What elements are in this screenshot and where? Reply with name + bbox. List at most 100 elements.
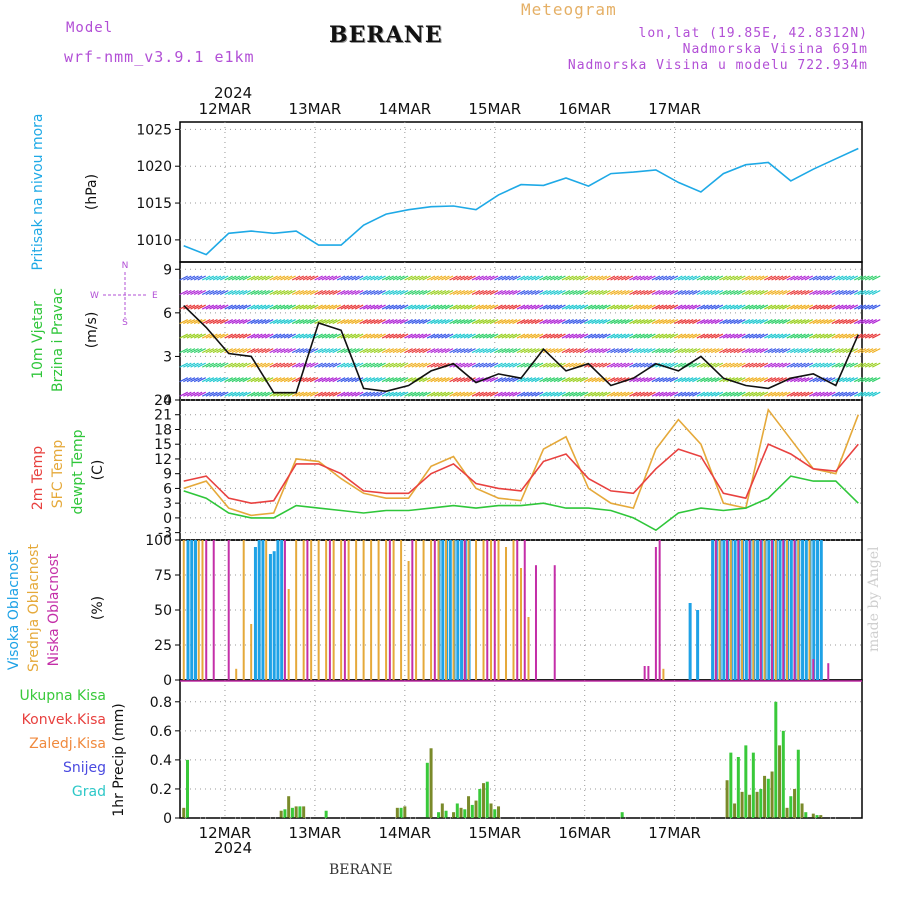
wind-barb: [283, 377, 293, 383]
wind-barb: [594, 333, 604, 339]
wind-barb: [550, 377, 559, 383]
wind-barb: [726, 333, 735, 339]
wind-barb: [700, 391, 709, 397]
wind-barb: [643, 391, 653, 397]
cloud-bar-1: [310, 540, 313, 680]
wind-barb: [280, 377, 289, 383]
wind-barb: [366, 333, 376, 339]
wind-barb: [629, 319, 638, 325]
wind-barb: [422, 377, 431, 383]
wind-barb: [276, 304, 286, 310]
precip-bar: [740, 791, 744, 818]
wind-barb: [527, 333, 537, 339]
cloud-bar-2: [726, 540, 729, 680]
wind-barb: [254, 304, 263, 310]
wind-barb: [531, 362, 540, 368]
wind-barb: [224, 304, 233, 310]
wind-barb: [636, 362, 645, 368]
wind-barb: [389, 362, 398, 368]
wind-barb: [748, 391, 758, 397]
wind-barb: [193, 377, 203, 383]
wind-barb: [283, 348, 293, 354]
wind-barb: [280, 289, 289, 296]
wind-barb: [647, 362, 656, 368]
wind-barb: [186, 289, 196, 296]
wind-barb: [430, 289, 439, 296]
wind-barb: [482, 377, 492, 383]
precip-bar: [796, 749, 800, 818]
wind-barb: [377, 391, 386, 397]
cloud-bar-0: [253, 547, 257, 680]
wind-barb: [422, 391, 431, 397]
wind-barb: [494, 333, 503, 339]
cloud-bar-0: [819, 540, 823, 680]
wind-barb: [831, 333, 841, 339]
wind-barb: [546, 391, 555, 397]
wind-barb: [362, 333, 372, 339]
wind-barb: [823, 377, 832, 383]
wind-barb: [845, 377, 855, 383]
wind-barb: [389, 377, 398, 383]
wind-barb: [793, 319, 803, 325]
wind-barb: [579, 275, 589, 281]
wind-barb: [849, 319, 859, 325]
wind-barb: [475, 391, 484, 397]
wind-barb: [767, 289, 777, 296]
wind-barb: [497, 275, 507, 281]
wind-barb: [254, 362, 263, 368]
wind-barb: [700, 348, 709, 354]
precip-bar: [781, 730, 785, 818]
wind-barb: [602, 348, 611, 354]
wind-barb: [531, 348, 540, 354]
wind-barb: [482, 319, 492, 325]
wind-barb: [745, 289, 754, 296]
wind-barb: [542, 348, 552, 354]
wind-barb: [643, 289, 653, 296]
wind-barb: [306, 333, 315, 339]
wind-barb: [719, 319, 728, 325]
wind-barb: [658, 362, 668, 368]
wind-barb: [719, 348, 728, 354]
wind-barb: [688, 319, 698, 325]
wind-barb: [497, 377, 507, 383]
wind-barb: [759, 333, 769, 339]
wind-barb: [254, 289, 263, 296]
wind-barb: [520, 304, 529, 310]
wind-barb: [228, 319, 237, 325]
wind-barb: [351, 362, 360, 368]
wind-barb: [389, 348, 398, 354]
wind-barb: [752, 319, 761, 325]
wind-barb: [737, 289, 746, 296]
wind-barb: [340, 333, 350, 339]
wind-barb: [786, 391, 796, 397]
wind-barb: [658, 348, 668, 354]
day-label-top: 14MAR: [378, 100, 431, 118]
wind-ylabel-1: 10m Vjetar: [30, 301, 46, 379]
wind-barb: [280, 304, 289, 310]
wind-barb: [594, 304, 604, 310]
wind-barb: [823, 348, 832, 354]
wind-barb: [381, 289, 391, 296]
wind-barb: [273, 333, 282, 339]
wind-barb: [719, 391, 728, 397]
wind-barb: [497, 304, 507, 310]
wind-barb: [418, 319, 428, 325]
wind-barb: [264, 289, 274, 296]
wind-barb: [804, 319, 814, 325]
wind-barb: [831, 289, 841, 296]
wind-barb: [861, 391, 870, 397]
wind-barb: [748, 319, 758, 325]
wind-barb: [283, 362, 293, 368]
wind-barb: [415, 333, 424, 339]
wind-barb: [392, 362, 402, 368]
wind-barb: [696, 275, 706, 281]
wind-barb: [411, 319, 421, 325]
wind-barb: [366, 304, 376, 310]
wind-barb: [729, 304, 739, 310]
wind-barb: [684, 319, 694, 325]
wind-barb: [714, 362, 724, 368]
wind-barb: [842, 391, 851, 397]
cloud-bar-0: [801, 540, 805, 680]
wind-barb: [426, 304, 436, 310]
precip-bar: [474, 800, 478, 818]
